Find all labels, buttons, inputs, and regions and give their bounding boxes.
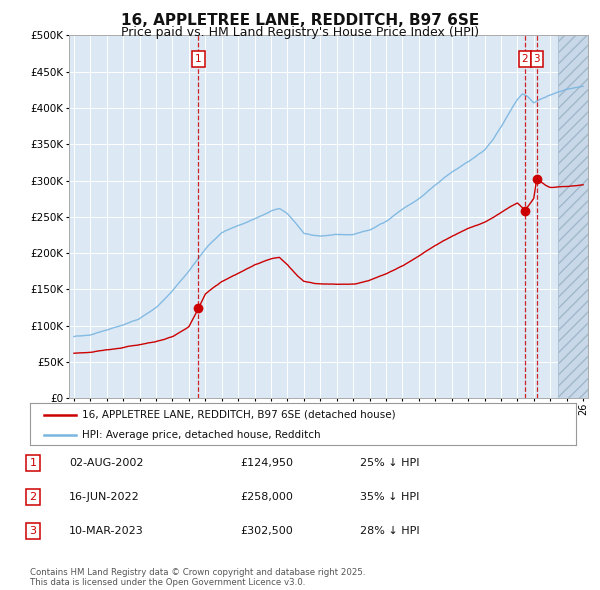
Text: 28% ↓ HPI: 28% ↓ HPI bbox=[360, 526, 419, 536]
Text: 02-AUG-2002: 02-AUG-2002 bbox=[69, 458, 143, 468]
Text: £302,500: £302,500 bbox=[240, 526, 293, 536]
Text: 2: 2 bbox=[29, 492, 37, 502]
Text: 1: 1 bbox=[195, 54, 202, 64]
Text: 16, APPLETREE LANE, REDDITCH, B97 6SE: 16, APPLETREE LANE, REDDITCH, B97 6SE bbox=[121, 13, 479, 28]
Bar bbox=[559, 35, 591, 398]
Text: 3: 3 bbox=[29, 526, 37, 536]
Text: 3: 3 bbox=[533, 54, 540, 64]
Text: Price paid vs. HM Land Registry's House Price Index (HPI): Price paid vs. HM Land Registry's House … bbox=[121, 26, 479, 39]
Text: Contains HM Land Registry data © Crown copyright and database right 2025.
This d: Contains HM Land Registry data © Crown c… bbox=[30, 568, 365, 587]
Text: 10-MAR-2023: 10-MAR-2023 bbox=[69, 526, 144, 536]
Text: 16, APPLETREE LANE, REDDITCH, B97 6SE (detached house): 16, APPLETREE LANE, REDDITCH, B97 6SE (d… bbox=[82, 410, 395, 420]
Text: £258,000: £258,000 bbox=[240, 492, 293, 502]
Text: HPI: Average price, detached house, Redditch: HPI: Average price, detached house, Redd… bbox=[82, 430, 320, 440]
Text: £124,950: £124,950 bbox=[240, 458, 293, 468]
Text: 2: 2 bbox=[521, 54, 528, 64]
Text: 16-JUN-2022: 16-JUN-2022 bbox=[69, 492, 140, 502]
Text: 1: 1 bbox=[29, 458, 37, 468]
Text: 35% ↓ HPI: 35% ↓ HPI bbox=[360, 492, 419, 502]
Text: 25% ↓ HPI: 25% ↓ HPI bbox=[360, 458, 419, 468]
